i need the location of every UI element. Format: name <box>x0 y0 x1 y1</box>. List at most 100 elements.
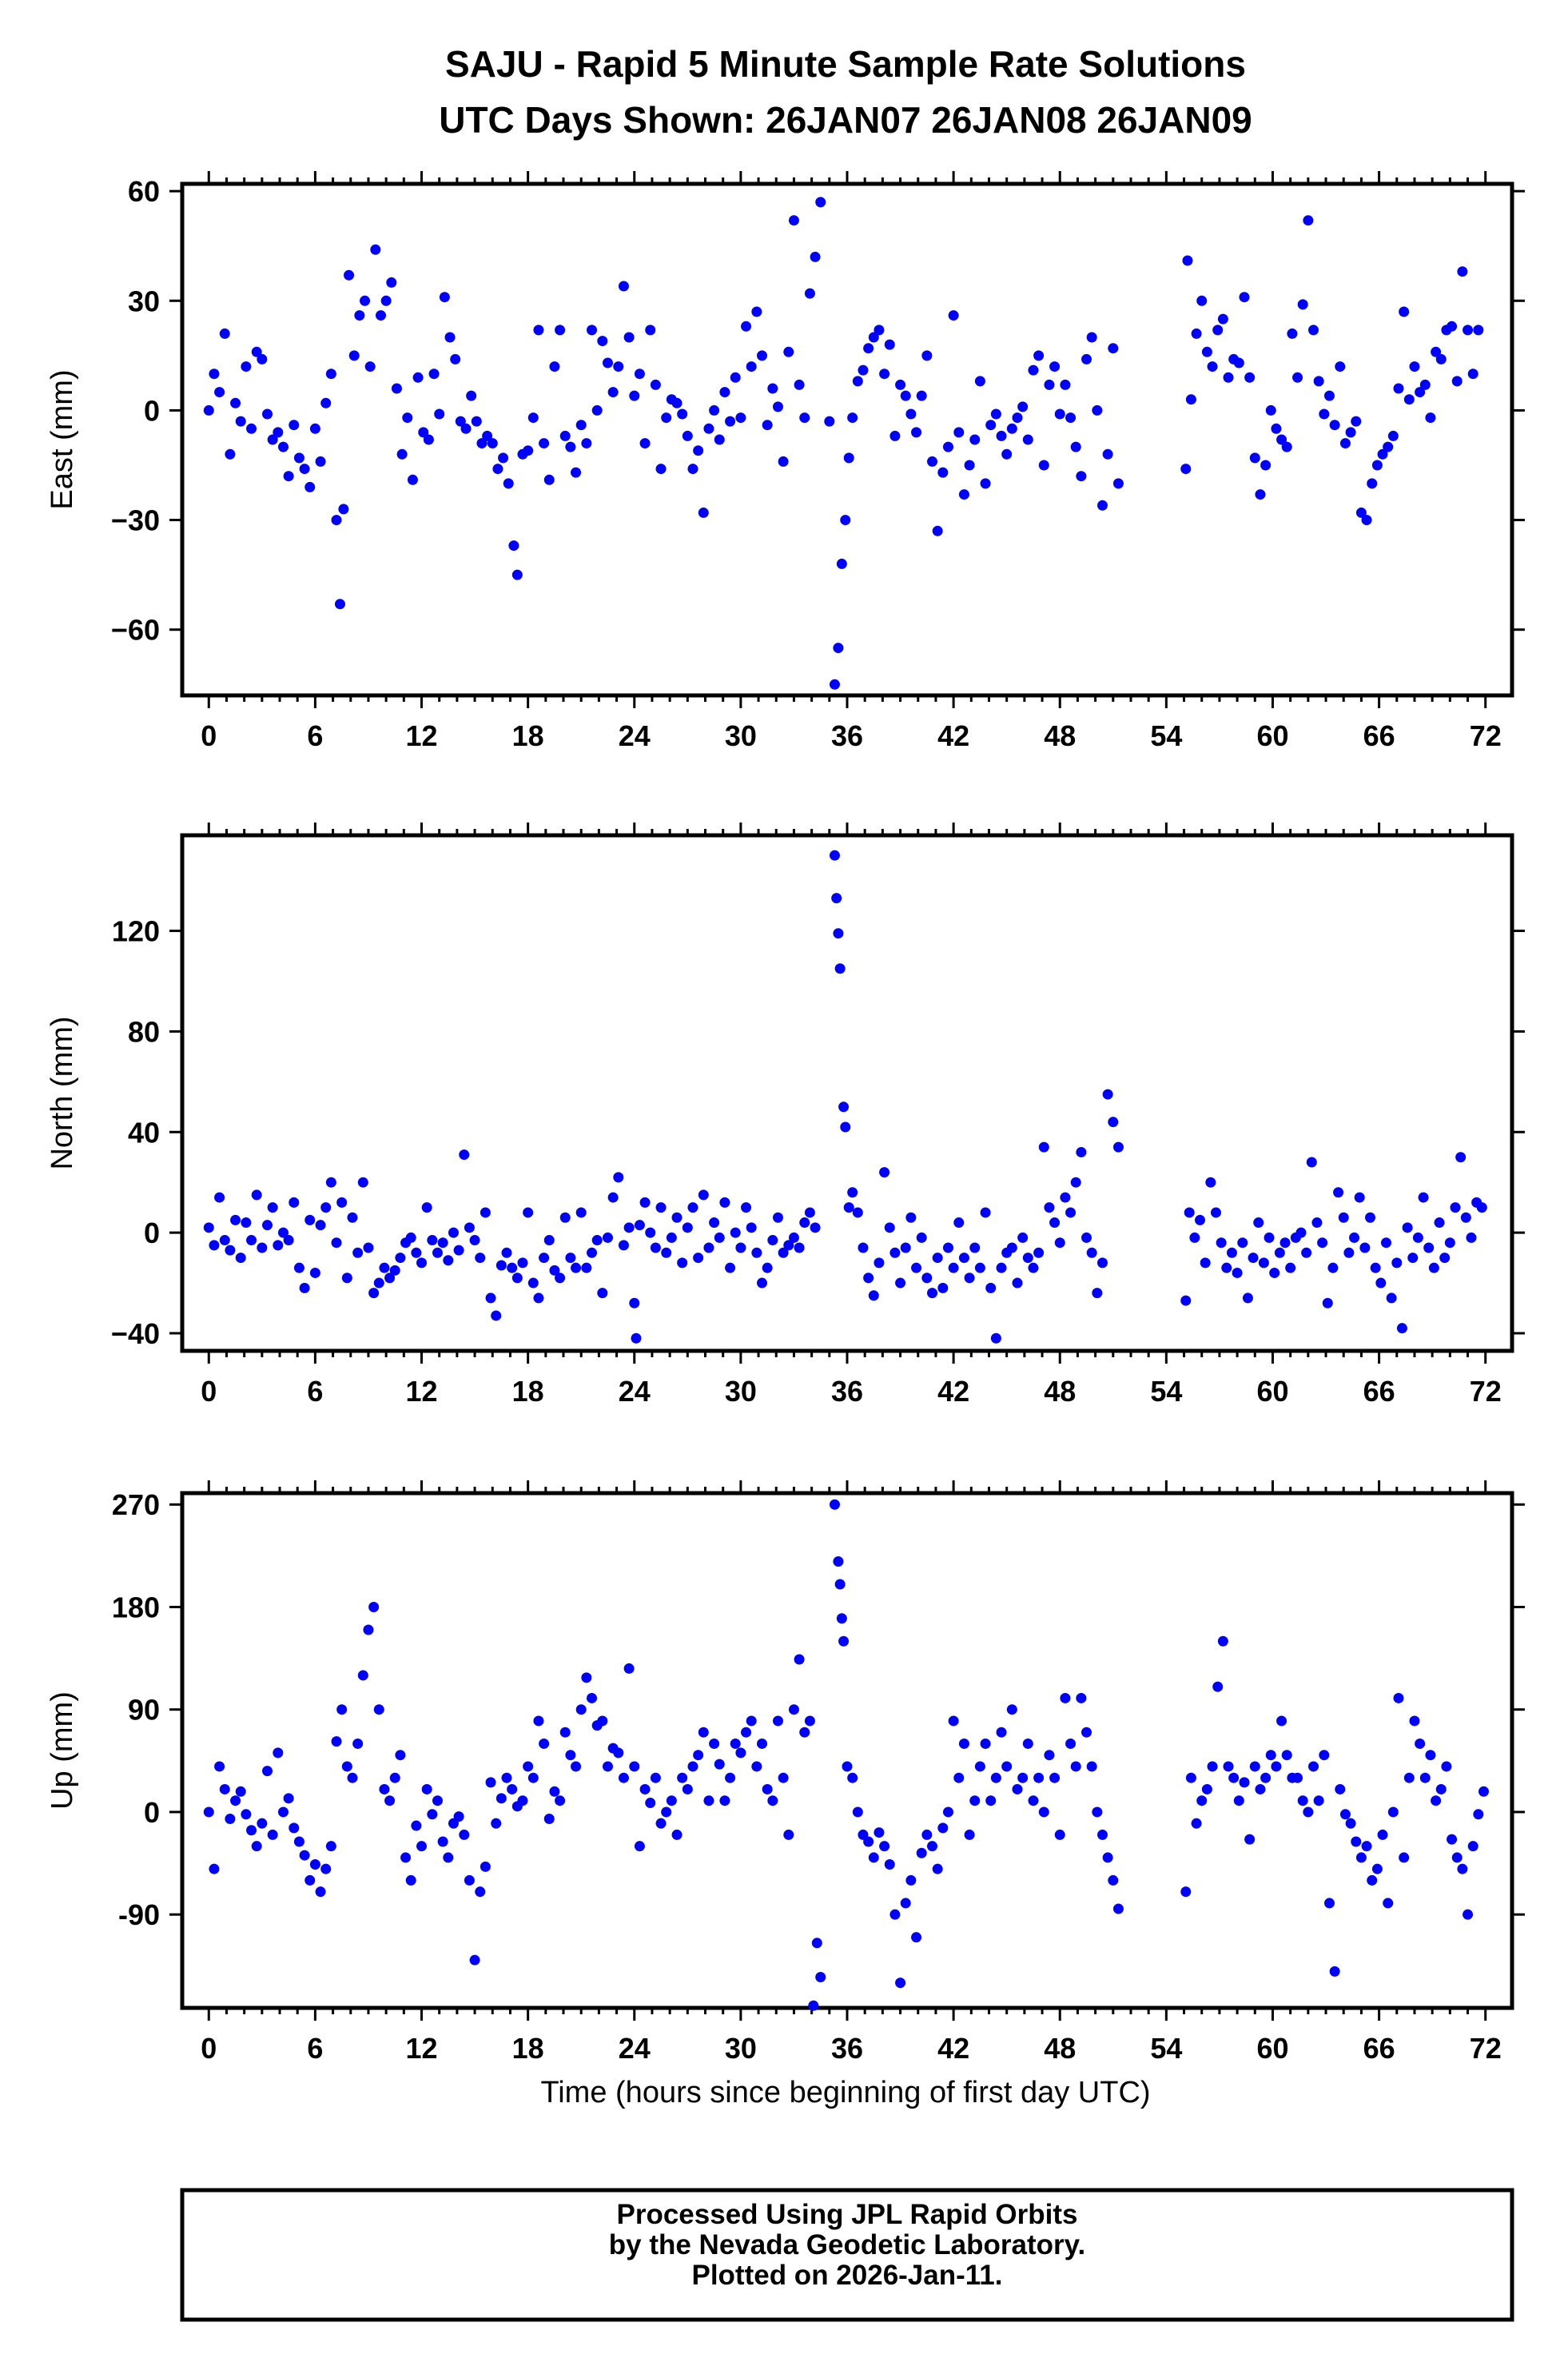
data-point <box>607 387 619 398</box>
data-point <box>464 1874 475 1886</box>
data-point <box>751 306 762 317</box>
x-tick-label: 48 <box>1044 2032 1076 2065</box>
data-point <box>1292 1772 1303 1783</box>
data-point <box>575 1207 587 1218</box>
x-tick-label: 0 <box>201 1375 217 1408</box>
data-point <box>746 1715 757 1727</box>
data-point <box>1361 1841 1372 1852</box>
data-point <box>437 1237 448 1249</box>
data-point <box>391 383 402 394</box>
data-point <box>575 420 587 431</box>
data-point <box>1399 306 1410 317</box>
data-point <box>937 1282 949 1293</box>
data-point <box>788 215 799 226</box>
data-point <box>549 1786 560 1797</box>
data-point <box>1244 372 1256 383</box>
data-point <box>1070 1761 1081 1772</box>
data-point <box>1180 1886 1192 1898</box>
data-point <box>1242 1293 1253 1304</box>
data-point <box>1339 438 1351 449</box>
data-point <box>491 1310 502 1321</box>
data-point <box>1239 292 1250 303</box>
data-point <box>257 1242 268 1253</box>
data-point <box>405 1874 416 1886</box>
data-point <box>916 1847 927 1858</box>
data-point <box>1096 1829 1108 1840</box>
data-point <box>277 1806 289 1818</box>
data-point <box>1248 1253 1259 1264</box>
data-point <box>1182 255 1193 266</box>
data-point <box>1081 353 1092 364</box>
data-point <box>1253 1217 1264 1229</box>
data-point <box>1264 1232 1275 1243</box>
data-point <box>1303 1806 1314 1818</box>
data-point <box>783 1829 794 1840</box>
data-point <box>214 387 225 398</box>
data-point <box>241 361 252 372</box>
data-point <box>847 1187 858 1198</box>
data-point <box>273 1240 284 1251</box>
data-point <box>267 1829 278 1840</box>
data-point <box>799 1727 810 1738</box>
data-point <box>942 1242 953 1253</box>
data-point <box>714 1759 725 1770</box>
data-point <box>1049 361 1061 372</box>
data-point <box>698 1189 709 1201</box>
data-point <box>645 325 656 336</box>
data-point <box>416 1841 428 1852</box>
data-point <box>834 1579 846 1590</box>
data-point <box>1335 1783 1346 1794</box>
data-point <box>341 1273 352 1284</box>
data-point <box>1359 1242 1371 1253</box>
data-point <box>293 1836 304 1847</box>
data-point <box>1012 1277 1023 1289</box>
data-point <box>741 1727 752 1738</box>
y-tick-label: 80 <box>128 1015 160 1048</box>
data-point <box>495 1793 507 1804</box>
data-point <box>1212 1681 1224 1692</box>
data-point <box>320 1202 332 1213</box>
data-point <box>629 1297 640 1308</box>
data-point <box>336 1197 348 1208</box>
data-point <box>634 1220 645 1231</box>
data-point <box>471 416 482 427</box>
data-point <box>794 1242 805 1253</box>
data-point <box>299 464 310 475</box>
data-point <box>1308 325 1319 336</box>
data-point <box>682 1783 693 1794</box>
data-point <box>411 1820 422 1831</box>
data-point <box>347 1212 358 1223</box>
data-point <box>1402 1222 1413 1233</box>
data-point <box>1371 1863 1383 1874</box>
data-point <box>1457 1863 1468 1874</box>
data-point <box>1297 299 1308 310</box>
x-tick-label: 72 <box>1470 2032 1502 2065</box>
data-point <box>571 1262 582 1273</box>
data-point <box>1425 412 1436 424</box>
data-point <box>559 1727 571 1738</box>
data-point <box>1450 1202 1461 1213</box>
data-point <box>1281 1750 1292 1761</box>
data-point <box>682 430 693 441</box>
data-point <box>1232 1267 1243 1278</box>
data-point <box>655 1818 667 1829</box>
data-point <box>1038 460 1049 471</box>
data-point <box>964 1829 975 1840</box>
data-point <box>1038 1806 1049 1818</box>
data-point <box>985 1795 997 1806</box>
data-point <box>1444 1237 1455 1249</box>
data-point <box>1223 1761 1234 1772</box>
data-point <box>703 1795 714 1806</box>
data-point <box>778 1772 789 1783</box>
data-point <box>1301 1247 1312 1258</box>
data-point <box>1196 295 1208 306</box>
data-point <box>416 1257 428 1269</box>
data-point <box>687 1761 698 1772</box>
data-point <box>1351 416 1362 427</box>
data-point <box>794 379 805 390</box>
data-point <box>1403 1772 1415 1783</box>
data-point <box>666 1232 677 1243</box>
data-point <box>840 515 851 526</box>
data-point <box>1054 1829 1065 1840</box>
data-point <box>741 321 752 332</box>
